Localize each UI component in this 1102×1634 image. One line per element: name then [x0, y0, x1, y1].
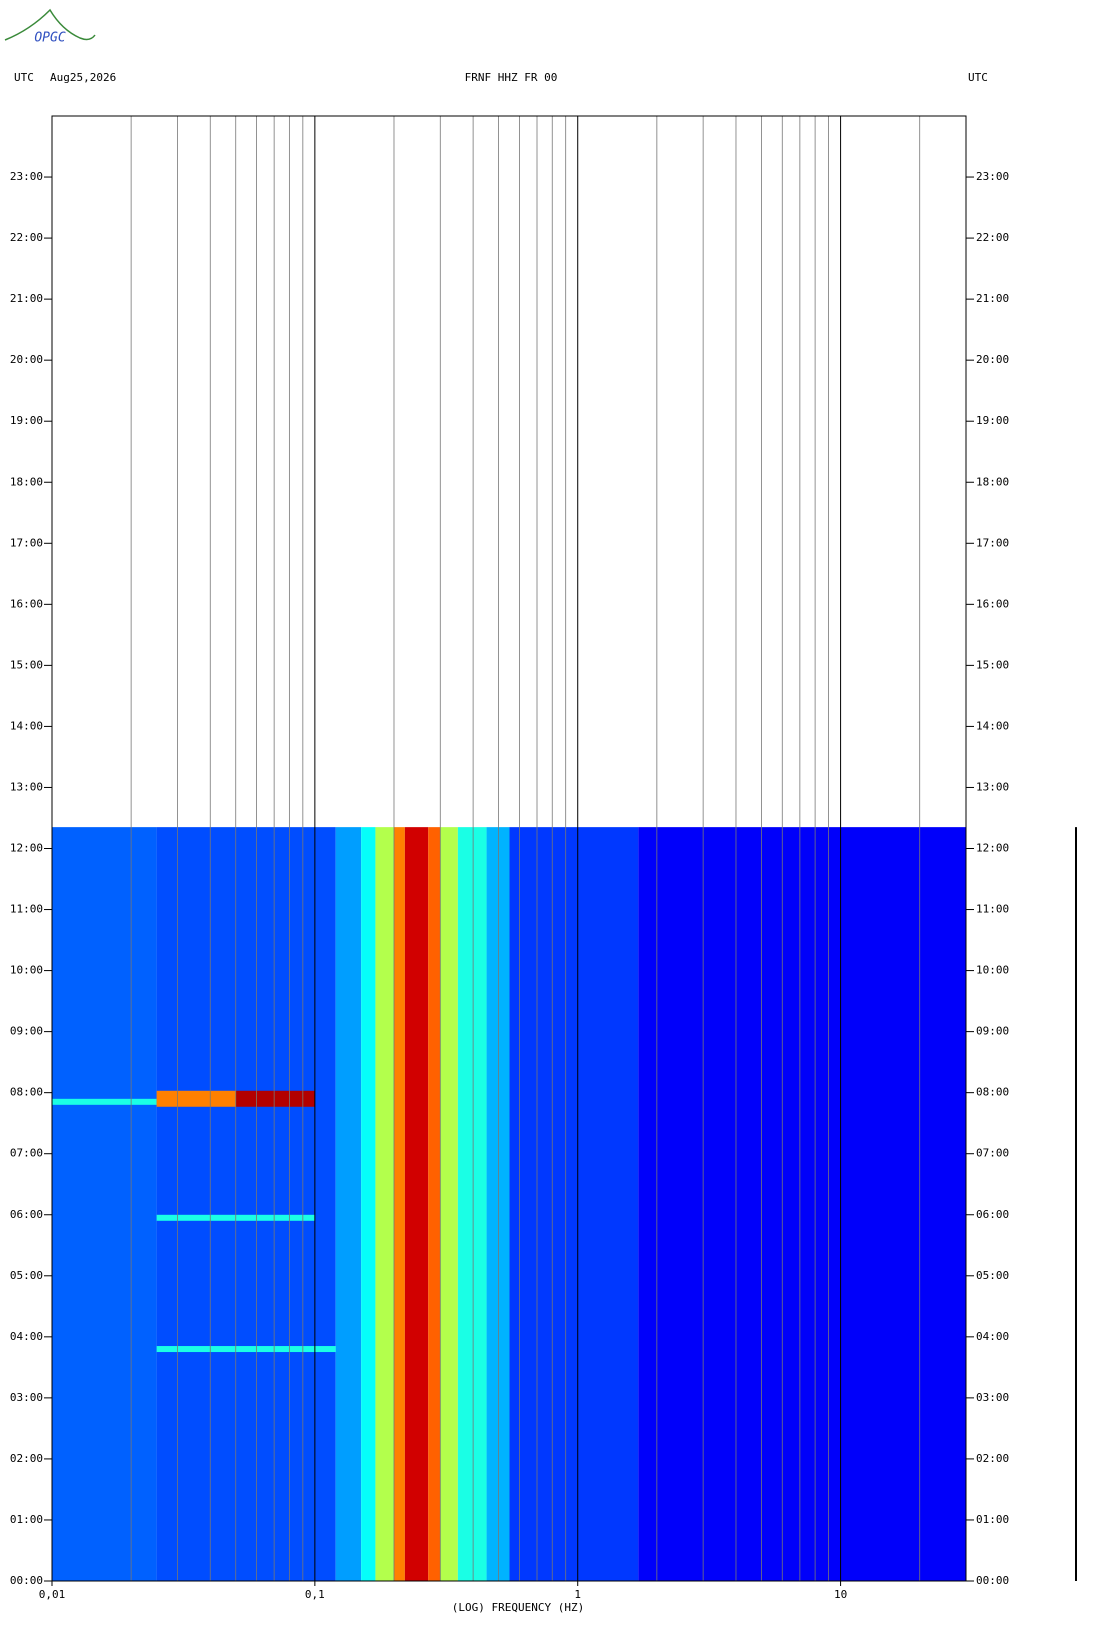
y-tick-label: 20:00 [10, 353, 43, 366]
y-tick-label: 12:00 [10, 842, 43, 855]
y-tick-label: 06:00 [10, 1208, 43, 1221]
y-tick-label: 06:00 [976, 1208, 1009, 1221]
y-tick-label: 04:00 [10, 1330, 43, 1343]
y-tick-label: 21:00 [976, 292, 1009, 305]
x-tick-label: 0,1 [305, 1588, 325, 1601]
spectrum-band [361, 827, 376, 1581]
y-tick-label: 16:00 [976, 597, 1009, 610]
event-band [156, 1346, 336, 1353]
event-band [235, 1090, 315, 1107]
y-tick-label: 04:00 [976, 1330, 1009, 1343]
y-tick-label: 09:00 [10, 1025, 43, 1038]
y-tick-label: 13:00 [976, 780, 1009, 793]
y-tick-label: 03:00 [10, 1391, 43, 1404]
y-tick-label: 13:00 [10, 780, 43, 793]
spectrum-band [52, 827, 157, 1581]
y-tick-label: 18:00 [10, 475, 43, 488]
spectrum-band [486, 827, 510, 1581]
spectrum-band [404, 827, 429, 1581]
y-tick-label: 14:00 [976, 719, 1009, 732]
y-tick-label: 12:00 [976, 842, 1009, 855]
y-tick-label: 18:00 [976, 475, 1009, 488]
y-tick-label: 22:00 [976, 231, 1009, 244]
y-tick-label: 10:00 [976, 964, 1009, 977]
y-tick-label: 11:00 [976, 903, 1009, 916]
y-tick-label: 05:00 [976, 1269, 1009, 1282]
spectrum-band [457, 827, 487, 1581]
y-tick-label: 05:00 [10, 1269, 43, 1282]
y-tick-label: 22:00 [10, 231, 43, 244]
y-tick-label: 16:00 [10, 597, 43, 610]
logo: OPGC [34, 31, 65, 46]
y-tick-label: 15:00 [976, 658, 1009, 671]
y-tick-label: 00:00 [10, 1574, 43, 1587]
y-tick-label: 23:00 [976, 170, 1009, 183]
time-zone: UTC [968, 71, 988, 84]
x-tick-label: 1 [574, 1588, 581, 1601]
y-tick-label: 17:00 [976, 536, 1009, 549]
y-tick-label: 21:00 [10, 292, 43, 305]
y-tick-label: 11:00 [10, 903, 43, 916]
time-zone: UTC [14, 71, 34, 84]
logo-shape [4, 8, 96, 41]
y-tick-label: 20:00 [976, 353, 1009, 366]
plot-frame [51, 115, 967, 1582]
y-tick-label: 07:00 [976, 1147, 1009, 1160]
spectrum-band [302, 827, 336, 1581]
y-tick-label: 02:00 [10, 1452, 43, 1465]
y-tick-label: 17:00 [10, 536, 43, 549]
y-tick-label: 08:00 [976, 1086, 1009, 1099]
spectrum-band [335, 827, 362, 1581]
spectrum-band [440, 827, 458, 1581]
y-tick-label: 03:00 [976, 1391, 1009, 1404]
y-tick-label: 08:00 [10, 1086, 43, 1099]
y-tick-label: 19:00 [976, 414, 1009, 427]
spectrum-band [509, 827, 639, 1581]
y-tick-label: 00:00 [976, 1574, 1009, 1587]
y-tick-label: 01:00 [10, 1513, 43, 1526]
x-tick-label: 10 [834, 1588, 847, 1601]
y-tick-label: 23:00 [10, 170, 43, 183]
spectrum-band [235, 827, 303, 1581]
y-tick-label: 07:00 [10, 1147, 43, 1160]
chart-title: FRNF HHZ FR 00 [465, 71, 558, 84]
y-tick-label: 01:00 [976, 1513, 1009, 1526]
event-band [156, 1090, 236, 1107]
y-tick-label: 19:00 [10, 414, 43, 427]
y-tick-label: 14:00 [10, 719, 43, 732]
spectrum-band [638, 827, 966, 1581]
spectrum-band [428, 827, 441, 1581]
y-tick-label: 02:00 [976, 1452, 1009, 1465]
date: Aug25,2026 [50, 71, 116, 84]
spectrum-band [375, 827, 394, 1581]
spectrum-band [156, 827, 236, 1581]
y-tick-label: 10:00 [10, 964, 43, 977]
x-axis-label: (LOG) FREQUENCY (HZ) [452, 1601, 584, 1614]
y-tick-label: 09:00 [976, 1025, 1009, 1038]
y-tick-label: 15:00 [10, 658, 43, 671]
spectrum-band [393, 827, 405, 1581]
x-tick-label: 0,01 [39, 1588, 66, 1601]
event-band [52, 1098, 157, 1105]
